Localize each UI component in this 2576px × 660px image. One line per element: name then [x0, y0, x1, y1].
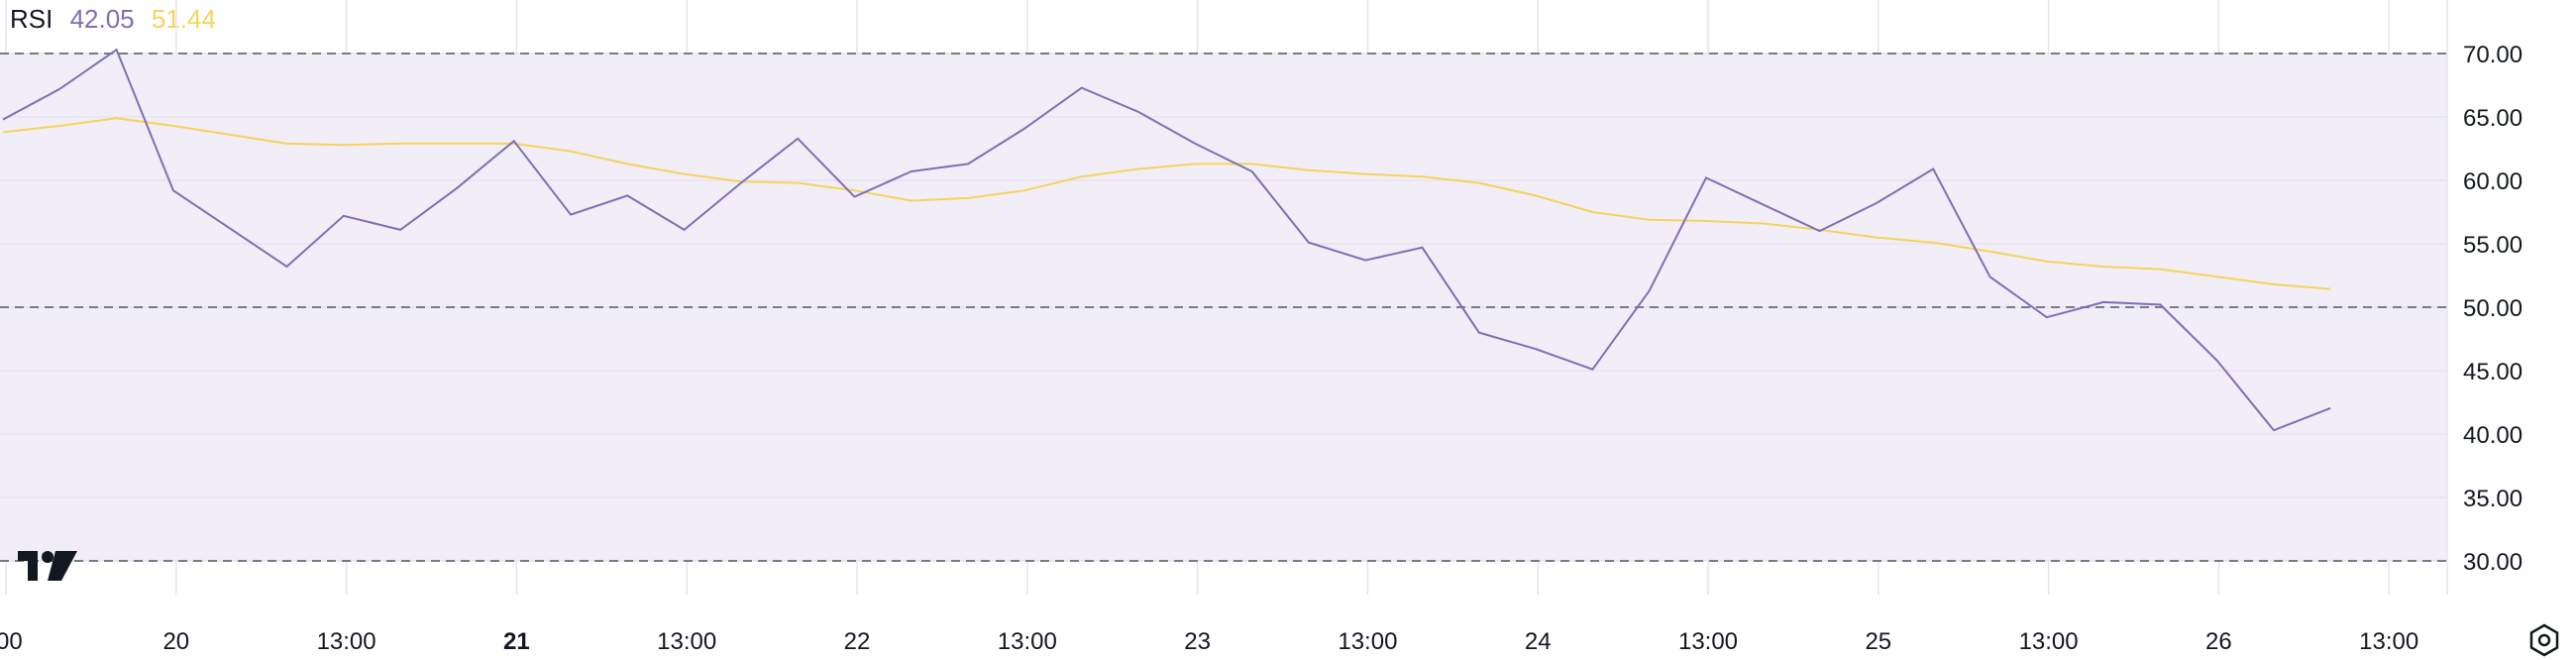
x-tick-label: 23 [1184, 628, 1211, 655]
y-tick-label: 40.00 [2463, 422, 2522, 449]
tradingview-logo-icon[interactable] [18, 551, 77, 581]
y-tick-label: 55.00 [2463, 232, 2522, 259]
ma-value: 51.44 [151, 4, 216, 34]
y-axis-labels: 30.00 35.00 40.00 45.00 50.00 55.00 60.00 65.00… [2463, 42, 2522, 576]
x-tick-label: 20 [162, 628, 189, 655]
x-tick-label: 26 [2205, 628, 2232, 655]
y-tick-label: 50.00 [2463, 295, 2522, 322]
x-tick-label: :00 [0, 628, 23, 655]
x-axis-labels: :00 20 13:00 21 13:00 22 13:00 23 13:00 24 13:00 25… [0, 628, 2418, 655]
x-tick-label: 13:00 [2359, 628, 2418, 655]
x-tick-label: 13:00 [317, 628, 376, 655]
x-tick-label: 24 [1525, 628, 1552, 655]
x-tick-label: 13:00 [2019, 628, 2079, 655]
x-tick-label: 22 [844, 628, 871, 655]
dashed-levels [0, 53, 2447, 562]
settings-icon[interactable] [2529, 623, 2559, 657]
y-tick-label: 35.00 [2463, 486, 2522, 512]
rsi-value: 42.05 [69, 4, 135, 34]
rsi-ma-line [2, 117, 2331, 290]
y-tick-label: 30.00 [2463, 549, 2522, 576]
x-tick-label: 13:00 [657, 628, 716, 655]
x-tick-label: 13:00 [998, 628, 1057, 655]
x-tick-label: 21 [503, 628, 530, 655]
y-tick-label: 65.00 [2463, 105, 2522, 132]
y-tick-label: 60.00 [2463, 168, 2522, 195]
indicator-name: RSI [10, 4, 54, 34]
y-tick-label: 45.00 [2463, 359, 2522, 385]
y-tick-label: 70.00 [2463, 42, 2522, 68]
x-tick-label: 13:00 [1338, 628, 1397, 655]
rsi-line [2, 48, 2331, 432]
x-tick-label: 25 [1865, 628, 1891, 655]
legend: RSI 42.05 51.44 [10, 4, 226, 35]
x-tick-label: 13:00 [1678, 628, 1738, 655]
